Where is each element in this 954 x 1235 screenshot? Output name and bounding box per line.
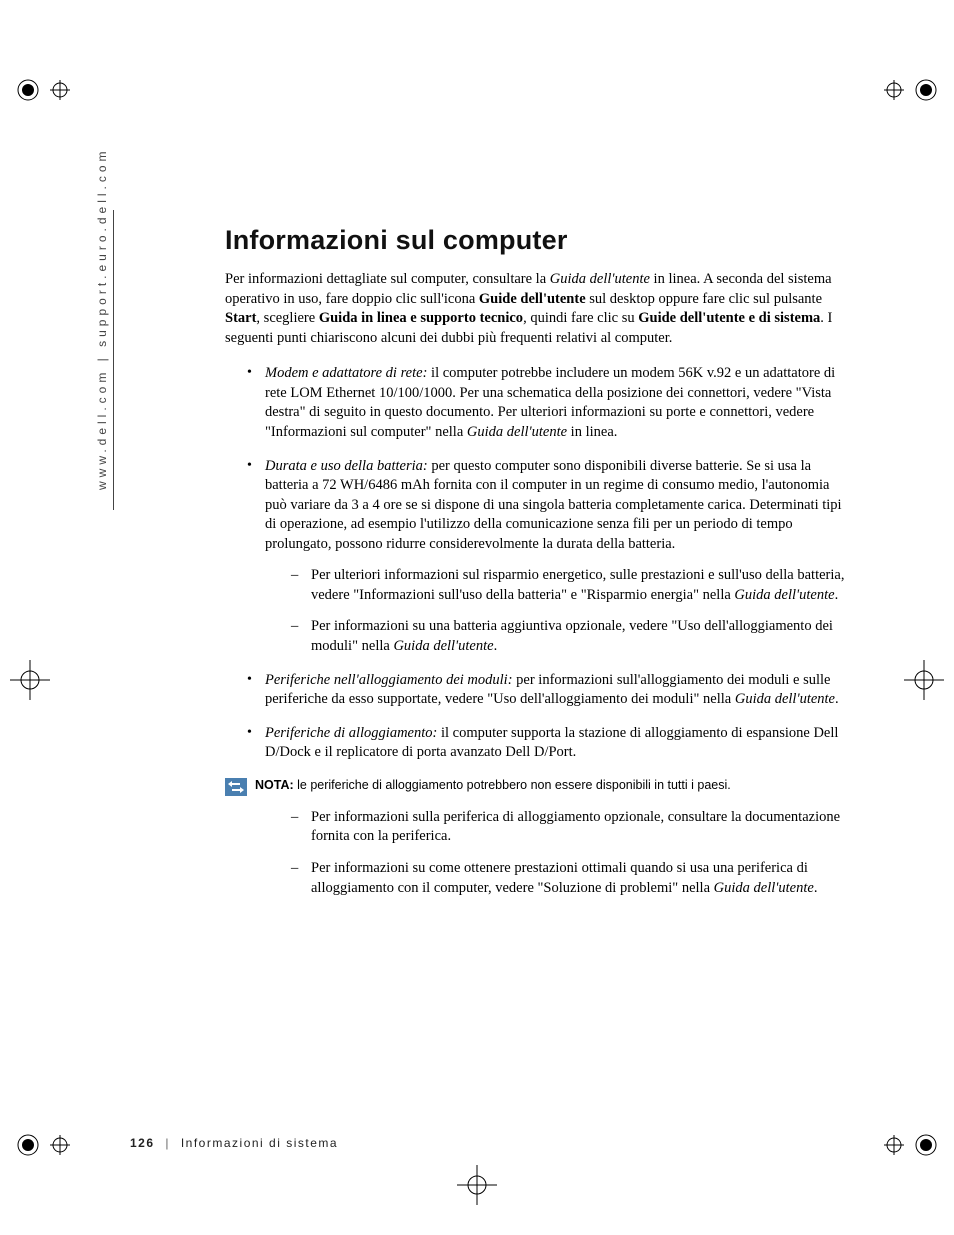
note-block: NOTA: le periferiche di alloggiamento po… — [225, 777, 845, 796]
footer-separator: | — [159, 1136, 176, 1150]
list-item: Per informazioni su una batteria aggiunt… — [291, 617, 845, 656]
list-item: Per ulteriori informazioni sul risparmio… — [291, 566, 845, 605]
sidebar-rule — [113, 210, 114, 510]
sub-list: Per ulteriori informazioni sul risparmio… — [265, 566, 845, 656]
page-title: Informazioni sul computer — [225, 225, 845, 256]
list-item: Durata e uso della batteria: per questo … — [247, 457, 845, 657]
footer-section: Informazioni di sistema — [181, 1136, 338, 1150]
list-item: Modem e adattatore di rete: il computer … — [247, 364, 845, 442]
intro-paragraph: Per informazioni dettagliate sul compute… — [225, 270, 845, 348]
list-item: Per informazioni sulla periferica di all… — [291, 808, 845, 847]
crop-mark-icon — [884, 1115, 944, 1175]
crop-mark-icon — [10, 1115, 70, 1175]
crop-mark-icon — [884, 60, 944, 120]
list-item: Per informazioni su come ottenere presta… — [291, 859, 845, 898]
list-item: Periferiche nell'alloggiamento dei modul… — [247, 671, 845, 710]
note-text: NOTA: le periferiche di alloggiamento po… — [255, 777, 731, 794]
crop-mark-icon — [10, 650, 70, 710]
crop-mark-icon — [447, 1155, 507, 1215]
bullet-list: Modem e adattatore di rete: il computer … — [225, 364, 845, 763]
page-footer: 126 | Informazioni di sistema — [130, 1136, 338, 1150]
list-item: Periferiche di alloggiamento: il compute… — [247, 724, 845, 763]
page-number: 126 — [130, 1136, 155, 1150]
list-item: Per informazioni sulla periferica di all… — [247, 808, 845, 898]
crop-mark-icon — [10, 60, 70, 120]
sub-list: Per informazioni sulla periferica di all… — [265, 808, 845, 898]
sidebar-url: www.dell.com | support.euro.dell.com — [95, 147, 109, 490]
page-content: Informazioni sul computer Per informazio… — [225, 225, 845, 912]
crop-mark-icon — [884, 650, 944, 710]
note-sublist-wrap: Per informazioni sulla periferica di all… — [225, 808, 845, 898]
note-icon — [225, 778, 247, 796]
